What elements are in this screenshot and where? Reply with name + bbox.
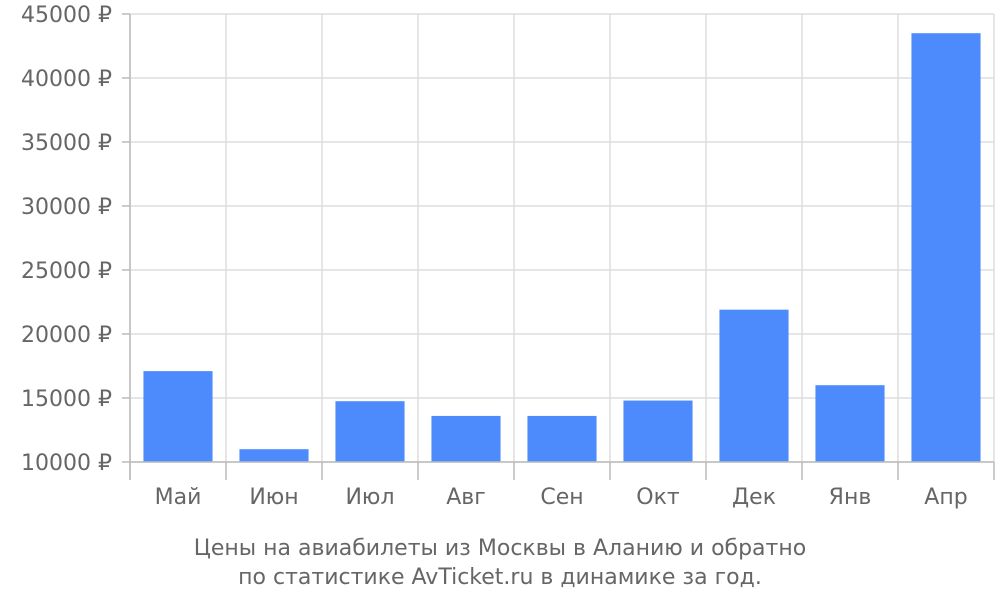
chart-caption-line-2: по статистике AvTicket.ru в динамике за … — [238, 565, 762, 590]
x-tick-label: Дек — [732, 485, 776, 510]
bars-layer — [143, 33, 981, 462]
y-tick-label: 10000 ₽ — [21, 451, 112, 476]
x-tick-label: Окт — [636, 485, 680, 510]
grid-layer — [129, 13, 995, 463]
axes-layer — [122, 13, 995, 480]
chart-caption-line-1: Цены на авиабилеты из Москвы в Аланию и … — [194, 536, 806, 561]
bar — [143, 371, 213, 462]
y-tick-label: 25000 ₽ — [21, 259, 112, 284]
x-tick-label: Апр — [924, 485, 967, 510]
y-tick-label: 30000 ₽ — [21, 195, 112, 220]
bar — [911, 33, 981, 462]
bar — [239, 449, 309, 462]
x-tick-label: Июл — [345, 485, 394, 510]
y-tick-label: 45000 ₽ — [21, 3, 112, 28]
bar — [335, 401, 405, 462]
bar — [815, 385, 885, 462]
x-tick-label: Янв — [829, 485, 872, 510]
x-tick-label: Сен — [540, 485, 583, 510]
bar — [431, 415, 501, 462]
y-tick-label: 15000 ₽ — [21, 387, 112, 412]
x-tick-label: Авг — [446, 485, 486, 510]
x-tick-label: Июн — [249, 485, 298, 510]
labels-layer: 10000 ₽ 15000 ₽ 20000 ₽ 25000 ₽ 30000 ₽ 35000… — [21, 3, 968, 510]
bar — [719, 309, 789, 462]
y-tick-label: 40000 ₽ — [21, 67, 112, 92]
bar — [527, 415, 597, 462]
x-tick-label: Май — [155, 485, 202, 510]
bar — [623, 400, 693, 462]
y-tick-label: 20000 ₽ — [21, 323, 112, 348]
y-tick-label: 35000 ₽ — [21, 131, 112, 156]
